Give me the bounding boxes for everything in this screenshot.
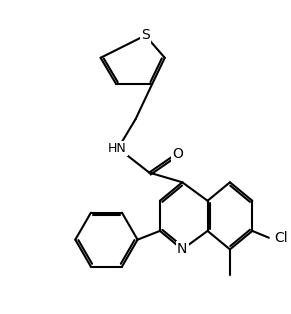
Text: N: N [177,242,187,257]
Text: S: S [141,29,150,42]
Text: O: O [172,147,183,161]
Text: HN: HN [108,142,127,155]
Text: Cl: Cl [275,231,288,245]
